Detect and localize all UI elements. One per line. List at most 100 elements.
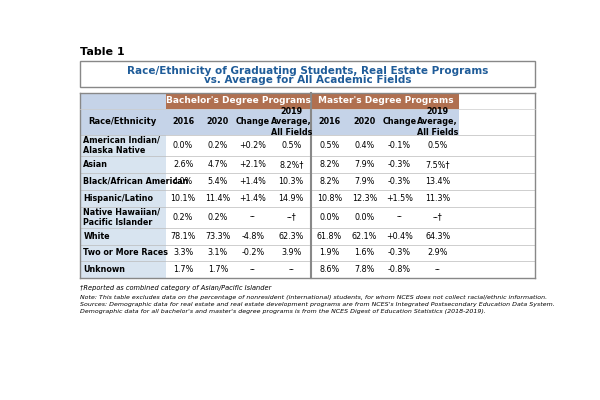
Text: 64.3%: 64.3% bbox=[425, 232, 451, 240]
Bar bbox=[200, 190, 235, 207]
Bar bbox=[271, 156, 312, 173]
Text: Master's Degree Programs: Master's Degree Programs bbox=[317, 96, 453, 105]
Text: 2.6%: 2.6% bbox=[173, 160, 193, 169]
Text: 10.3%: 10.3% bbox=[278, 177, 304, 186]
Text: 14.9%: 14.9% bbox=[278, 194, 304, 203]
Bar bbox=[310, 228, 312, 244]
Text: --†: --† bbox=[433, 212, 443, 222]
Text: Hispanic/Latino: Hispanic/Latino bbox=[83, 194, 154, 203]
Bar bbox=[80, 262, 166, 278]
Bar bbox=[310, 156, 312, 173]
Text: 62.3%: 62.3% bbox=[278, 232, 304, 240]
Text: 8.6%: 8.6% bbox=[319, 266, 340, 274]
Bar bbox=[347, 244, 382, 262]
Bar bbox=[417, 156, 458, 173]
Bar bbox=[382, 156, 417, 173]
Text: 12.3%: 12.3% bbox=[352, 194, 377, 203]
Bar bbox=[310, 109, 312, 135]
Bar bbox=[347, 135, 382, 156]
Bar bbox=[271, 190, 312, 207]
Bar bbox=[235, 228, 271, 244]
Text: 1.7%: 1.7% bbox=[208, 266, 228, 274]
Bar bbox=[80, 173, 166, 190]
Bar bbox=[235, 244, 271, 262]
Text: 62.1%: 62.1% bbox=[352, 232, 377, 240]
Bar bbox=[312, 173, 347, 190]
Bar bbox=[310, 173, 312, 190]
Text: 8.2%†: 8.2%† bbox=[279, 160, 304, 169]
Bar bbox=[271, 244, 312, 262]
Bar bbox=[271, 109, 312, 135]
Text: --: -- bbox=[289, 266, 294, 274]
Bar bbox=[312, 156, 347, 173]
Text: 1.7%: 1.7% bbox=[173, 266, 193, 274]
Bar bbox=[312, 93, 458, 109]
Text: 1.6%: 1.6% bbox=[355, 248, 374, 258]
Bar bbox=[312, 135, 347, 156]
Text: 11.4%: 11.4% bbox=[205, 194, 230, 203]
Bar bbox=[200, 228, 235, 244]
Bar bbox=[166, 244, 200, 262]
Bar bbox=[312, 244, 347, 262]
Text: 0.2%: 0.2% bbox=[208, 212, 228, 222]
Text: Race/Ethnicity of Graduating Students, Real Estate Programs: Race/Ethnicity of Graduating Students, R… bbox=[127, 66, 488, 76]
Bar bbox=[235, 262, 271, 278]
Text: -0.3%: -0.3% bbox=[388, 248, 411, 258]
Bar bbox=[382, 244, 417, 262]
Bar bbox=[80, 156, 166, 173]
Bar bbox=[235, 173, 271, 190]
Bar bbox=[310, 207, 312, 228]
Bar bbox=[347, 207, 382, 228]
Text: Black/African American: Black/African American bbox=[83, 177, 189, 186]
Bar bbox=[166, 207, 200, 228]
Text: -0.8%: -0.8% bbox=[388, 266, 411, 274]
Text: 0.0%: 0.0% bbox=[173, 141, 193, 150]
Bar bbox=[166, 109, 200, 135]
Text: 10.8%: 10.8% bbox=[317, 194, 342, 203]
Text: -0.2%: -0.2% bbox=[241, 248, 265, 258]
Text: Change: Change bbox=[236, 117, 270, 126]
Text: vs. Average for All Academic Fields: vs. Average for All Academic Fields bbox=[204, 75, 411, 85]
Text: 7.8%: 7.8% bbox=[354, 266, 374, 274]
Bar bbox=[417, 173, 458, 190]
Text: †Reported as combined category of Asian/Pacific Islander: †Reported as combined category of Asian/… bbox=[80, 285, 271, 291]
Text: 61.8%: 61.8% bbox=[317, 232, 342, 240]
Bar bbox=[200, 109, 235, 135]
Bar bbox=[310, 190, 312, 207]
Text: 4.7%: 4.7% bbox=[208, 160, 228, 169]
Bar bbox=[235, 109, 271, 135]
Bar bbox=[417, 262, 458, 278]
Bar bbox=[80, 244, 166, 262]
Bar bbox=[80, 93, 166, 109]
Bar bbox=[271, 135, 312, 156]
Text: American Indian/
Alaska Native: American Indian/ Alaska Native bbox=[83, 136, 160, 155]
Bar bbox=[312, 262, 347, 278]
Bar bbox=[417, 190, 458, 207]
Bar bbox=[166, 173, 200, 190]
Text: Note: This table excludes data on the percentage of nonresident (international) : Note: This table excludes data on the pe… bbox=[80, 295, 547, 300]
Text: 2019
Average,
All Fields: 2019 Average, All Fields bbox=[417, 107, 458, 137]
Bar bbox=[417, 207, 458, 228]
Bar bbox=[80, 61, 535, 87]
Text: Change: Change bbox=[382, 117, 416, 126]
Text: 4.0%: 4.0% bbox=[173, 177, 193, 186]
Text: 2016: 2016 bbox=[172, 117, 194, 126]
Bar bbox=[200, 262, 235, 278]
Text: 78.1%: 78.1% bbox=[170, 232, 196, 240]
Text: Asian: Asian bbox=[83, 160, 109, 169]
Text: --†: --† bbox=[286, 212, 296, 222]
Bar bbox=[312, 190, 347, 207]
Text: 11.3%: 11.3% bbox=[425, 194, 451, 203]
Text: +1.5%: +1.5% bbox=[386, 194, 413, 203]
Bar bbox=[200, 156, 235, 173]
Bar bbox=[166, 156, 200, 173]
Bar bbox=[310, 244, 312, 262]
Text: 0.4%: 0.4% bbox=[355, 141, 374, 150]
Text: 0.0%: 0.0% bbox=[319, 212, 340, 222]
Text: 0.2%: 0.2% bbox=[173, 212, 193, 222]
Bar bbox=[417, 228, 458, 244]
Text: 3.1%: 3.1% bbox=[208, 248, 228, 258]
Text: --: -- bbox=[250, 266, 256, 274]
Text: 0.5%: 0.5% bbox=[319, 141, 340, 150]
Bar bbox=[310, 135, 312, 156]
